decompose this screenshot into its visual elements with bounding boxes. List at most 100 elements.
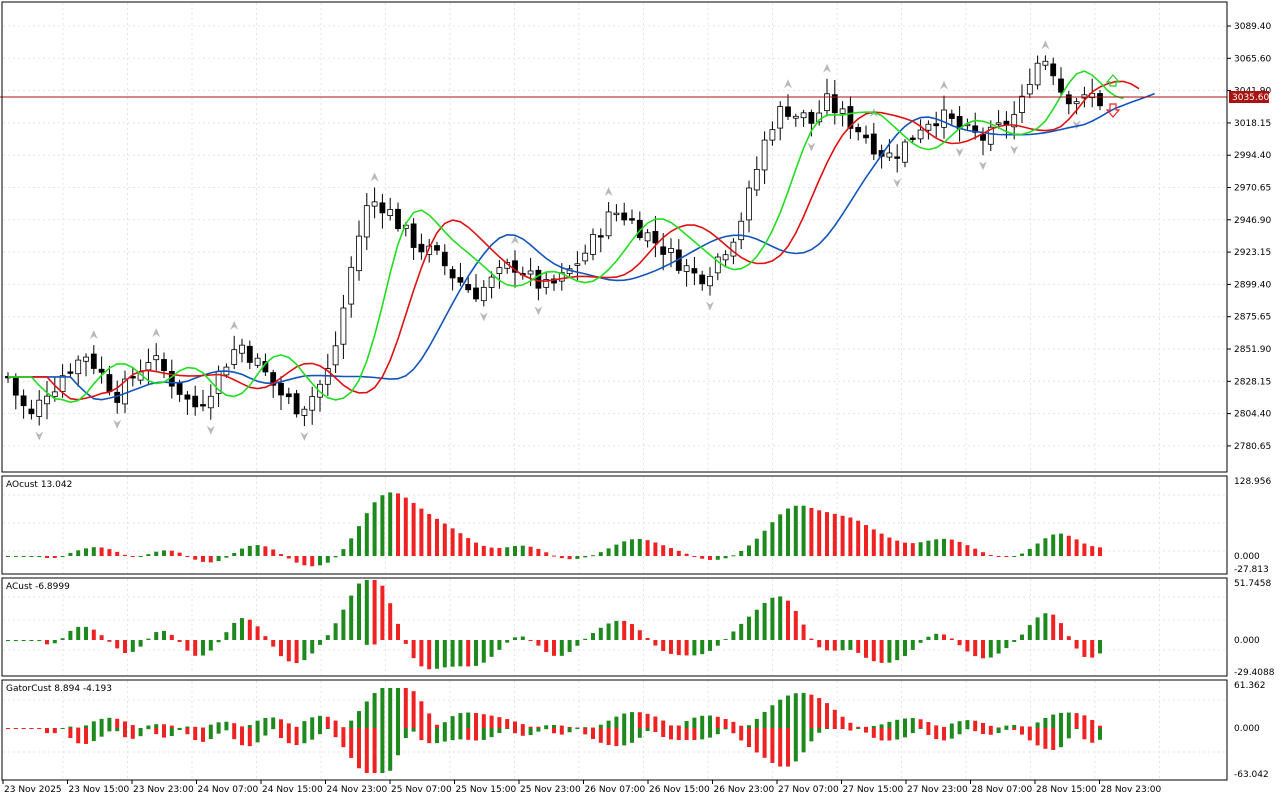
gator-lower-bar (1098, 728, 1102, 740)
ac-bar-down (965, 640, 970, 652)
ao-bar-up (68, 552, 73, 556)
ac-bar-down (871, 640, 876, 662)
bear-candle (1058, 78, 1064, 93)
bear-candle (629, 218, 635, 221)
ac-bar-up (1020, 634, 1024, 640)
gator-upper-bar (224, 721, 229, 728)
main-price-panel[interactable] (0, 40, 1227, 442)
ac-bar-down (809, 638, 814, 640)
gator-lower-bar (957, 728, 962, 735)
bull-candle (527, 270, 534, 275)
bull-candle (668, 248, 674, 253)
ac-bar-down (864, 640, 868, 658)
ao-bar-down (193, 556, 198, 560)
gator-panel[interactable] (6, 688, 1102, 773)
gator-upper-bar (606, 720, 611, 728)
ao-bar-down (676, 550, 681, 556)
gator-lower-bar (310, 728, 315, 740)
bear-candle (980, 133, 986, 141)
ao-bar-down (263, 546, 268, 556)
ac-bar-up (895, 640, 900, 661)
gator-upper-bar (910, 718, 915, 728)
bull-candle (363, 205, 370, 238)
gator-upper-bar (162, 724, 166, 728)
ao-panel[interactable] (6, 492, 1102, 567)
fractal-up-arrow (370, 172, 379, 182)
ao-bar-down (708, 556, 712, 560)
ac-bar-up (747, 616, 751, 640)
ac-bar-up (21, 640, 26, 641)
ac-bar-down (669, 640, 673, 654)
ac-bar-down (645, 638, 650, 640)
ao-bar-down (123, 554, 127, 556)
ao-bar-down (450, 528, 455, 556)
gator-upper-bar (208, 724, 213, 728)
ac-bar-down (419, 640, 424, 667)
gator-lower-bar (341, 728, 346, 748)
gator-lower-bar (123, 728, 127, 738)
ao-bar-down (653, 542, 658, 556)
ao-bar-up (762, 530, 767, 556)
gator-upper-bar (505, 719, 510, 728)
ao-bar-down (419, 508, 424, 556)
ac-bar-up (318, 640, 322, 645)
ac-bar-up (60, 638, 65, 640)
ac-bar-down (544, 640, 549, 652)
ao-bar-down (1090, 546, 1095, 556)
ao-bar-down (817, 510, 822, 556)
gator-upper-bar (895, 719, 900, 728)
ao-bar-down (692, 556, 697, 557)
gator-lower-bar (364, 728, 369, 773)
ao-bar-up (224, 556, 229, 558)
ao-bar-down (544, 552, 549, 556)
price-tick-label: 2875.65 (1234, 313, 1271, 323)
ao-bar-up (630, 539, 634, 556)
ao-bar-down (403, 497, 408, 556)
gator-lower-bar (1082, 728, 1087, 740)
ac-bar-up (934, 633, 939, 640)
gator-upper-bar (99, 718, 104, 728)
bear-candle (200, 404, 206, 407)
ao-bar-down (286, 556, 291, 559)
ao-bar-up (388, 492, 393, 556)
gator-lower-bar (786, 728, 790, 767)
gator-lower-bar (372, 728, 377, 773)
time-tick-label: 28 Nov 23:00 (1101, 785, 1162, 795)
gator-lower-bar (684, 728, 689, 740)
gator-lower-bar (357, 728, 361, 769)
bull-candle (36, 399, 43, 417)
gator-lower-bar (154, 728, 159, 735)
ac-bar-up (723, 639, 728, 641)
fractal-down-arrow (479, 312, 488, 322)
price-tick-label: 2804.40 (1234, 410, 1271, 420)
ac-panel[interactable] (6, 580, 1102, 670)
ao-bar-up (146, 554, 151, 556)
gator-upper-bar (130, 725, 135, 728)
gator-lower-bar (544, 728, 549, 730)
gator-lower-bar (193, 728, 198, 741)
gator-upper-bar (169, 725, 174, 728)
ac-bar-up (520, 636, 525, 640)
gator-upper-bar (263, 717, 268, 728)
bull-candle (761, 139, 768, 171)
bear-candle (948, 113, 955, 119)
gator-lower-bar (988, 728, 993, 735)
gator-upper-bar (123, 721, 127, 728)
bear-candle (67, 371, 74, 374)
gator-lower-bar (380, 728, 385, 773)
bull-candle (683, 265, 690, 272)
gator-lower-bar (60, 728, 65, 729)
gator-lower-bar (138, 728, 143, 737)
gator-upper-bar (193, 726, 198, 728)
bear-candle (855, 127, 862, 133)
gator-lower-bar (201, 728, 205, 742)
ac-bar-up (848, 640, 853, 650)
sell-signal-arrow (1105, 103, 1121, 118)
bull-candle (792, 115, 799, 119)
gator-lower-bar (52, 728, 57, 734)
bull-candle (1019, 95, 1025, 113)
bull-candle (824, 93, 830, 112)
ac-bar-up (1027, 625, 1032, 640)
